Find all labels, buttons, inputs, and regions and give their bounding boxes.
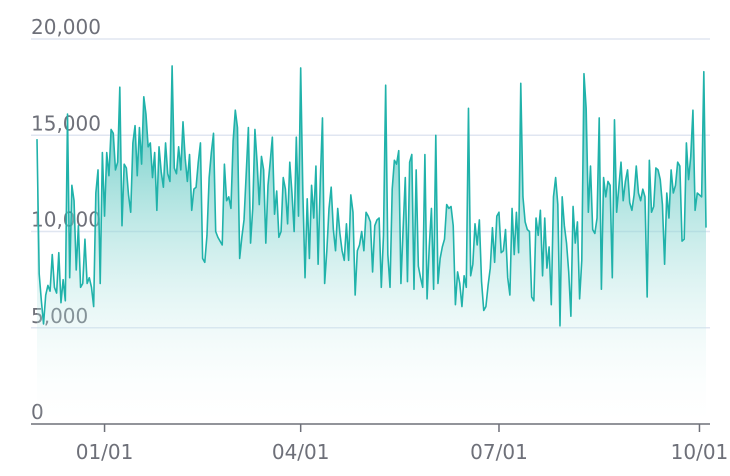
x-tick-label: 04/01	[272, 440, 330, 464]
y-tick-label: 15,000	[31, 111, 101, 135]
y-tick-label: 20,000	[31, 15, 101, 39]
series-area	[37, 65, 706, 424]
series-line-path	[36, 65, 707, 327]
x-tick-label: 07/01	[470, 440, 528, 464]
x-tick-label: 01/01	[76, 440, 134, 464]
series-area-fill	[37, 65, 706, 424]
x-tick-label: 10/01	[671, 440, 729, 464]
x-axis: 01/01 04/01 07/01 10/01	[31, 423, 729, 464]
series-line	[36, 65, 707, 327]
